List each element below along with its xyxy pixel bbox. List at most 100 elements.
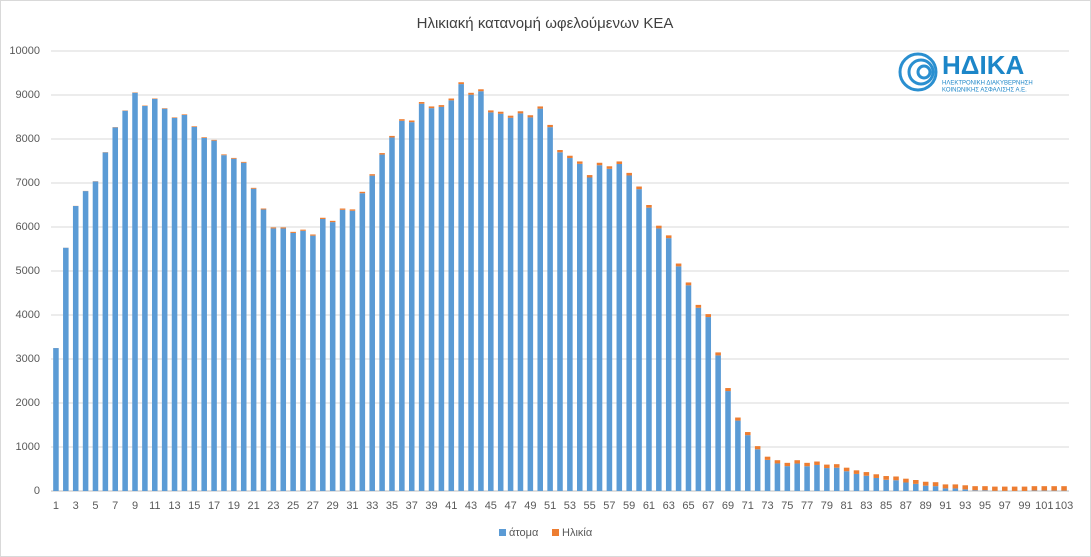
x-tick-label: 77 <box>801 500 813 512</box>
bar-segment <box>715 352 721 356</box>
bar-segment <box>576 161 583 164</box>
bar-segment <box>952 488 959 491</box>
bar-segment <box>853 473 860 491</box>
bar-segment <box>389 135 395 138</box>
bar-segment <box>280 227 287 229</box>
bar-segment <box>359 191 366 194</box>
bar-segment <box>527 117 534 492</box>
bar-segment <box>903 482 909 491</box>
bar-segment <box>379 153 385 155</box>
bar-segment <box>705 317 712 491</box>
bar-segment <box>72 206 79 491</box>
bar-segment <box>201 137 207 491</box>
bar-segment <box>270 228 277 491</box>
bar-segment <box>250 188 257 491</box>
bar-segment <box>942 488 949 491</box>
bar-segment <box>507 117 514 492</box>
bar-segment <box>379 154 385 492</box>
bar-segment <box>448 100 455 491</box>
bar-segment <box>231 158 237 492</box>
bar-segment <box>636 186 642 190</box>
bar-segment <box>438 106 445 491</box>
bar-segment <box>913 483 919 491</box>
bar-segment <box>191 126 198 127</box>
bar-segment <box>260 208 267 210</box>
x-tick-label: 101 <box>1035 500 1053 512</box>
bar-segment <box>240 162 247 491</box>
x-tick-label: 63 <box>663 500 675 512</box>
y-tick-label: 0 <box>34 485 40 497</box>
bar-segment <box>82 191 89 491</box>
bar-segment <box>201 137 207 138</box>
x-tick-label: 103 <box>1055 500 1073 512</box>
x-tick-label: 93 <box>959 500 971 512</box>
bar-segment <box>547 124 553 128</box>
logo-swirl <box>916 64 932 80</box>
bar-segment <box>300 230 306 491</box>
bar-segment <box>300 229 306 231</box>
bar-segment <box>310 235 316 491</box>
bar-segment <box>567 158 573 491</box>
bar-segment <box>804 462 810 467</box>
x-tick-label: 53 <box>564 500 576 512</box>
bar-segment <box>142 106 148 491</box>
bar-segment <box>280 228 287 491</box>
bar-segment <box>665 238 672 491</box>
bar-segment <box>586 175 593 178</box>
bar-segment <box>497 113 504 491</box>
x-tick-label: 25 <box>287 500 299 512</box>
bar-segment <box>507 115 514 118</box>
bar-segment <box>685 285 692 491</box>
x-tick-label: 13 <box>168 500 180 512</box>
bar-segment <box>725 388 731 392</box>
bar-segment <box>932 482 939 487</box>
bar-segment <box>695 304 702 308</box>
bar-segment <box>1021 486 1028 491</box>
bar-segment <box>320 218 326 491</box>
bar-segment <box>962 489 968 491</box>
bar-segment <box>863 475 870 491</box>
bar-segment <box>408 122 415 491</box>
bar-segment <box>122 110 128 491</box>
x-tick-label: 5 <box>92 500 98 512</box>
legend-label: άτομα <box>509 527 539 539</box>
x-tick-label: 37 <box>406 500 418 512</box>
bar-segment <box>725 391 731 491</box>
bar-segment <box>1011 486 1018 491</box>
bar-segment <box>260 209 267 491</box>
bar-segment <box>606 168 613 491</box>
x-tick-label: 15 <box>188 500 200 512</box>
bar-segment <box>893 480 899 491</box>
bar-segment <box>1061 486 1067 491</box>
bar-segment <box>853 470 860 474</box>
x-tick-label: 49 <box>524 500 536 512</box>
legend-label: Ηλικία <box>562 527 593 539</box>
bar-segment <box>735 417 741 421</box>
bar-segment <box>349 210 356 491</box>
bar-segment <box>418 103 425 491</box>
x-tick-label: 41 <box>445 500 457 512</box>
x-tick-label: 85 <box>880 500 892 512</box>
bar-segment <box>458 82 464 85</box>
y-tick-label: 6000 <box>16 221 40 233</box>
y-tick-label: 7000 <box>16 177 40 189</box>
x-tick-label: 81 <box>840 500 852 512</box>
bar-segment <box>606 166 613 169</box>
bar-segment <box>656 225 662 229</box>
bar-segment <box>922 485 929 491</box>
bar-segment <box>102 152 109 492</box>
bar-segment <box>250 187 257 189</box>
bar-segment <box>952 484 959 489</box>
bar-segment <box>161 108 168 491</box>
x-tick-label: 91 <box>939 500 951 512</box>
bar-segment <box>675 263 682 267</box>
bar-segment <box>814 464 820 491</box>
x-tick-label: 95 <box>979 500 991 512</box>
bar-segment <box>814 461 820 465</box>
bar-segment <box>290 231 296 233</box>
logo-line: ΚΟΙΝΩΝΙΚΗΣ ΑΣΦΑΛΙΣΗΣ Α.Ε. <box>942 88 1027 94</box>
bar-segment <box>567 155 573 159</box>
legend-swatch <box>552 529 559 536</box>
bar-segment <box>1041 486 1048 491</box>
x-tick-label: 87 <box>900 500 912 512</box>
